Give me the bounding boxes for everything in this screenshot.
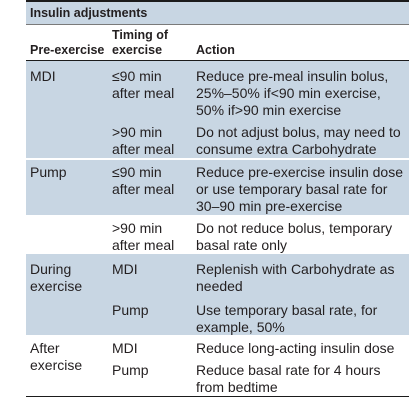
during-exercise-band	[26, 254, 409, 335]
row-after-mdi-action-1: Reduce long-acting insulin dose	[196, 340, 395, 356]
row-pump-pre: Pump	[30, 164, 67, 180]
row-mdi-action-1: Reduce pre-meal insulin bolus,	[196, 68, 389, 84]
mdi-band	[26, 61, 409, 158]
row-during-pump-action-1: Use temporary basal rate, for	[196, 302, 378, 318]
row-during-pre-1: During	[30, 261, 72, 277]
row-pump-late-timing-2: after meal	[112, 237, 175, 253]
row-during-pump-action-2: example, 50%	[196, 319, 285, 335]
row-mdi-late-action-2: consume extra Carbohydrate	[196, 141, 377, 157]
table-bottom-rule	[26, 396, 409, 397]
row-mdi-timing-1: ≤90 min	[112, 68, 162, 84]
row-during-mdi-action-1: Replenish with Carbohydrate as	[196, 261, 395, 277]
row-during-mdi-timing: MDI	[112, 261, 138, 277]
row-pump-action-1: Reduce pre-exercise insulin dose	[196, 164, 403, 180]
header-pre-exercise: Pre-exercise	[30, 43, 105, 57]
row-mdi-late-action-1: Do not adjust bolus, may need to	[196, 124, 401, 140]
row-after-mdi-timing: MDI	[112, 340, 138, 356]
row-pump-timing-2: after meal	[112, 181, 175, 197]
row-pump-timing-1: ≤90 min	[112, 164, 162, 180]
row-during-pump-timing: Pump	[112, 302, 149, 318]
header-action: Action	[196, 43, 235, 57]
row-pump-late-action-2: basal rate only	[196, 237, 288, 253]
row-pump-late-timing-1: >90 min	[112, 220, 163, 236]
table-top-rule	[26, 0, 409, 2]
table-title-band	[26, 2, 409, 24]
pump-band	[26, 160, 409, 215]
row-mdi-action-2: 25%–50% if<90 min exercise,	[196, 85, 381, 101]
header-timing-line-2: exercise	[112, 43, 163, 57]
row-pump-action-2: or use temporary basal rate for	[196, 181, 388, 197]
row-mdi-action-3: 50% if>90 min exercise	[196, 102, 342, 118]
table-title: Insulin adjustments	[30, 6, 148, 20]
title-divider	[26, 24, 409, 25]
header-rule	[26, 60, 409, 61]
row-mdi-late-timing-2: after meal	[112, 141, 175, 157]
row-after-pre-1: After	[30, 340, 60, 356]
row-pump-late-action-1: Do not reduce bolus, temporary	[196, 220, 393, 236]
header-timing-line-1: Timing of	[112, 28, 169, 42]
row-pump-action-3: 30–90 min pre-exercise	[196, 198, 343, 214]
row-after-pre-2: exercise	[30, 357, 83, 373]
row-mdi-pre: MDI	[30, 68, 56, 84]
row-during-pre-2: exercise	[30, 278, 83, 294]
row-after-pump-action-1: Reduce basal rate for 4 hours	[196, 362, 381, 378]
row-mdi-timing-2: after meal	[112, 85, 175, 101]
row-mdi-late-timing-1: >90 min	[112, 124, 163, 140]
row-after-pump-action-2: from bedtime	[196, 379, 278, 395]
row-during-mdi-action-2: needed	[196, 278, 243, 294]
row-after-pump-timing: Pump	[112, 362, 149, 378]
